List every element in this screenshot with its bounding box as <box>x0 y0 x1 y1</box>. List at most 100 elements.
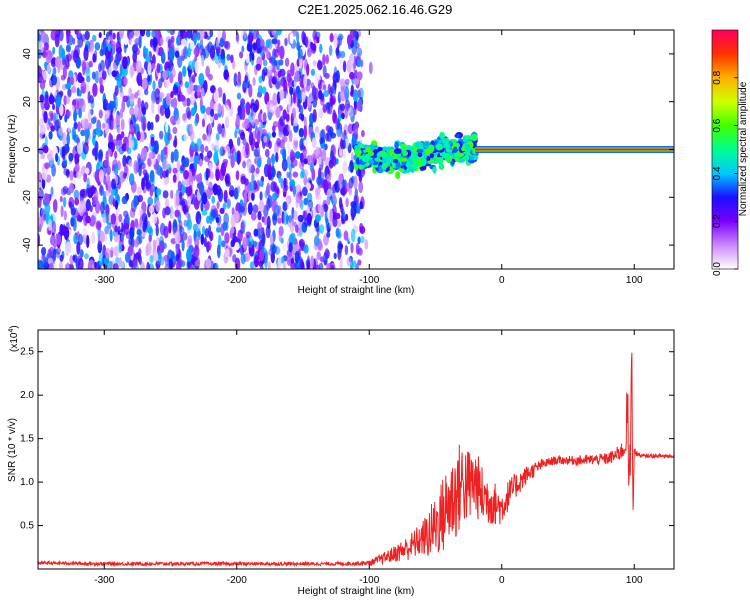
spectrogram-noise-cell <box>293 131 298 142</box>
spectrogram-signal-cell <box>368 159 375 165</box>
spectrogram-noise-cell <box>264 255 268 269</box>
spectrogram-noise-cell <box>344 86 350 101</box>
spectrogram-noise-cell <box>240 253 246 265</box>
spectrogram-signal-cell <box>381 163 388 170</box>
spectrogram-noise-cell <box>281 158 288 172</box>
spectrogram-noise-cell <box>241 45 245 53</box>
spectrogram-noise-cell <box>48 131 53 140</box>
spectrogram-noise-cell <box>104 159 110 168</box>
spectrogram-noise-cell <box>283 126 287 137</box>
spectrogram-noise-cell <box>297 221 303 229</box>
spectrogram-noise-cell <box>216 38 220 50</box>
spectrogram-signal-cell <box>457 152 464 158</box>
spectrogram-noise-cell <box>174 50 180 58</box>
spectrogram-noise-cell <box>292 91 296 104</box>
spectrogram-noise-cell <box>73 189 80 200</box>
spectrogram-x-tick-label: 100 <box>626 275 643 286</box>
spectrogram-noise-cell <box>364 239 369 250</box>
spectrogram-noise-cell <box>185 97 191 107</box>
spectrogram-noise-cell <box>259 191 263 201</box>
spectrogram-noise-cell <box>59 254 64 262</box>
spectrogram-noise-cell <box>331 95 336 105</box>
spectrogram-noise-cell <box>239 51 244 59</box>
spectrogram-noise-cell <box>271 193 278 201</box>
spectrogram-noise-cell <box>350 152 355 163</box>
spectrogram-noise-cell <box>358 181 364 194</box>
spectrogram-noise-cell <box>325 180 332 188</box>
spectrogram-signal-cell <box>358 143 365 149</box>
spectrogram-noise-cell <box>347 165 352 172</box>
spectrogram-noise-cell <box>120 131 125 139</box>
spectrogram-y-tick-label: -20 <box>22 190 33 205</box>
spectrogram-noise-cell <box>153 140 159 155</box>
spectrogram-noise-cell <box>52 198 58 213</box>
spectrogram-noise-cell <box>76 142 83 155</box>
spectrogram-noise-cell <box>171 209 175 222</box>
spectrogram-noise-cell <box>341 186 348 196</box>
spectrogram-noise-cell <box>349 52 355 67</box>
spectrogram-noise-cell <box>252 77 256 86</box>
snr-y-tick-label: 1.5 <box>20 434 34 445</box>
spectrogram-noise-cell <box>255 63 262 71</box>
spectrogram-noise-cell <box>311 85 317 100</box>
spectrogram-noise-cell <box>83 47 89 61</box>
spectrogram-noise-cell <box>357 236 361 245</box>
spectrogram-noise-cell <box>357 259 362 266</box>
spectrogram-noise-cell <box>237 229 243 242</box>
spectrogram-noise-cell <box>105 213 109 224</box>
spectrogram-noise-cell <box>148 152 153 160</box>
spectrogram-noise-cell <box>234 210 240 224</box>
spectrogram-noise-cell <box>270 167 276 178</box>
spectrogram-noise-cell <box>237 71 241 84</box>
spectrogram-noise-cell <box>323 225 327 237</box>
spectrogram-noise-cell <box>167 145 171 156</box>
spectrogram-noise-cell <box>289 32 294 45</box>
spectrogram-noise-cell <box>251 173 255 183</box>
spectrogram-noise-cell <box>200 87 205 99</box>
snr-plot-area <box>38 352 674 568</box>
spectrogram-noise-cell <box>121 195 128 205</box>
spectrogram-noise-cell <box>168 167 172 174</box>
spectrogram-signal-cell <box>410 153 418 161</box>
spectrogram-noise-cell <box>76 170 82 179</box>
spectrogram-noise-cell <box>162 207 167 219</box>
spectrogram-noise-cell <box>173 148 179 162</box>
spectrogram-noise-cell <box>99 48 104 57</box>
spectrogram-noise-cell <box>123 210 129 218</box>
spectrogram-signal-cell <box>432 166 437 174</box>
spectrogram-noise-cell <box>262 86 267 95</box>
spectrogram-signal-cell <box>443 143 451 149</box>
spectrogram-signal-cell <box>435 143 443 151</box>
spectrogram-noise-cell <box>145 55 151 63</box>
spectrogram-noise-cell <box>219 147 223 157</box>
spectrogram-noise-cell <box>106 165 111 176</box>
spectrogram-noise-cell <box>307 48 312 58</box>
spectrogram-noise-cell <box>283 191 287 198</box>
spectrogram-noise-cell <box>252 42 257 51</box>
spectrogram-noise-cell <box>344 78 350 85</box>
spectrogram-noise-cell <box>190 141 195 151</box>
spectrogram-noise-cell <box>114 225 118 233</box>
spectrogram-signal-cell <box>394 141 399 149</box>
spectrogram-noise-cell <box>255 167 260 175</box>
spectrogram-noise-cell <box>326 263 332 269</box>
spectrogram-noise-cell <box>171 250 175 261</box>
spectrogram-noise-cell <box>295 191 301 204</box>
spectrogram-noise-cell <box>314 264 321 269</box>
spectrogram-noise-cell <box>242 137 247 146</box>
spectrogram-noise-cell <box>40 153 46 160</box>
spectrogram-noise-cell <box>269 234 274 245</box>
spectrogram-noise-cell <box>271 131 276 138</box>
snr-y-tick-label: 0.5 <box>20 521 34 532</box>
spectrogram-noise-cell <box>215 216 220 224</box>
spectrogram-signal-cell <box>435 156 444 165</box>
spectrogram-noise-cell <box>165 121 169 133</box>
spectrogram-noise-cell <box>324 72 330 79</box>
spectrogram-noise-cell <box>189 83 195 92</box>
spectrogram-noise-cell <box>300 113 305 122</box>
spectrogram-noise-cell <box>98 63 102 73</box>
spectrogram-noise-cell <box>221 240 226 248</box>
spectrogram-noise-cell <box>76 241 81 255</box>
spectrogram-noise-cell <box>258 112 262 123</box>
spectrogram-noise-cell <box>112 139 118 146</box>
